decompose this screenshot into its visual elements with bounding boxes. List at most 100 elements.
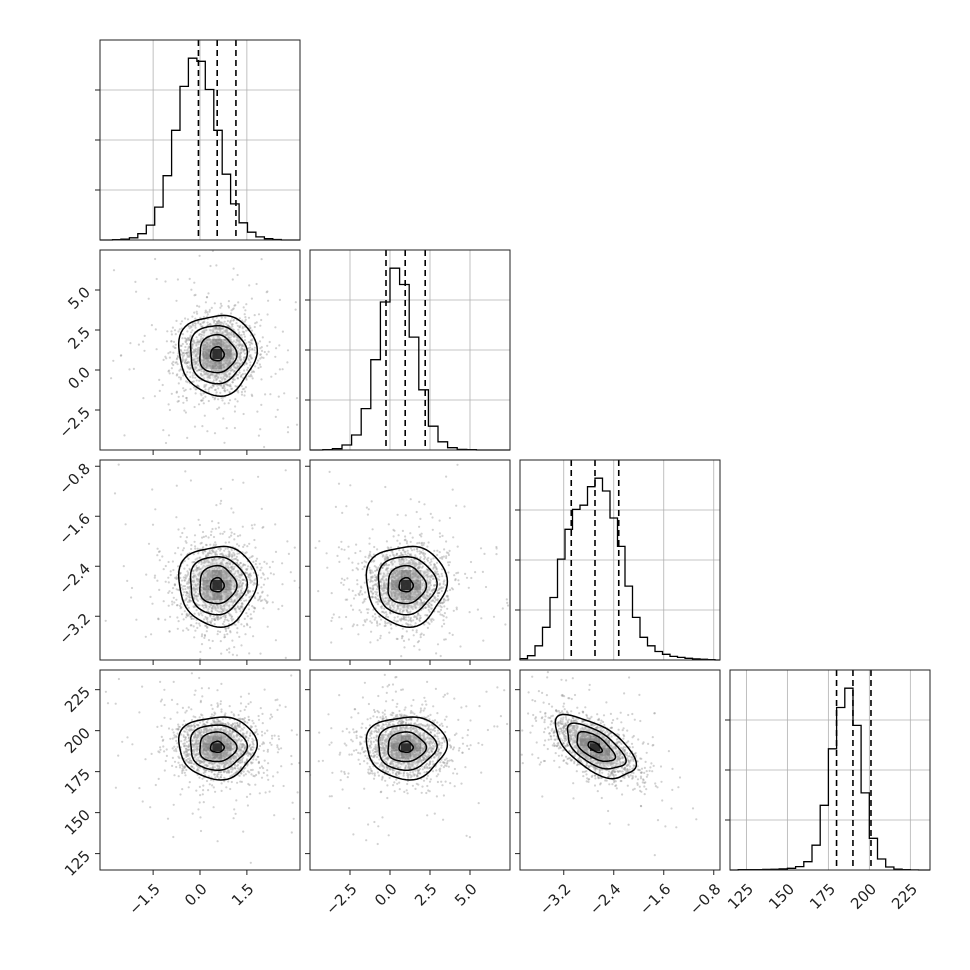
scatter-point — [199, 323, 202, 326]
scatter-point — [243, 352, 246, 355]
scatter-point — [193, 341, 196, 345]
scatter-point — [156, 554, 159, 557]
scatter-point — [196, 312, 199, 315]
scatter-point — [402, 617, 405, 620]
scatter-point — [233, 369, 236, 372]
scatter-point — [407, 604, 410, 607]
scatter-point — [243, 617, 246, 621]
scatter-point — [411, 629, 414, 632]
scatter-point — [203, 596, 206, 600]
scatter-point — [415, 563, 418, 566]
scatter-point — [175, 516, 178, 519]
scatter-point — [411, 595, 414, 599]
scatter-point — [217, 387, 220, 390]
scatter-point — [253, 579, 256, 582]
scatter-point — [254, 577, 257, 580]
scatter-point — [410, 558, 413, 561]
scatter-point — [247, 565, 250, 568]
scatter-point — [183, 579, 186, 582]
scatter-point — [225, 591, 228, 594]
scatter-point — [258, 597, 261, 601]
scatter-point — [208, 596, 211, 599]
scatter-point — [120, 354, 123, 357]
scatter-point — [213, 605, 217, 608]
scatter-point — [226, 359, 229, 362]
scatter-point — [232, 328, 235, 331]
scatter-point — [190, 547, 193, 551]
scatter-point — [229, 333, 232, 336]
scatter-point — [210, 340, 213, 343]
scatter-point — [383, 584, 386, 587]
scatter-point — [396, 592, 399, 596]
scatter-point — [195, 344, 198, 347]
scatter-point — [206, 364, 209, 368]
scatter-point — [227, 554, 231, 558]
scatter-point — [382, 589, 385, 592]
scatter-point — [233, 607, 236, 610]
scatter-point — [203, 358, 206, 362]
scatter-point — [398, 571, 401, 575]
scatter-point — [398, 576, 401, 579]
scatter-point — [221, 331, 224, 334]
scatter-point — [186, 614, 189, 617]
scatter-point — [382, 586, 386, 590]
scatter-point — [239, 574, 242, 577]
scatter-point — [187, 339, 191, 342]
scatter-point — [219, 312, 223, 316]
scatter-point — [213, 327, 216, 330]
scatter-point — [208, 322, 212, 325]
scatter-point — [409, 563, 412, 566]
scatter-point — [229, 369, 233, 372]
scatter-point — [286, 426, 290, 429]
scatter-point — [183, 349, 186, 352]
scatter-point — [234, 362, 238, 365]
scatter-point — [374, 596, 377, 599]
scatter-point — [251, 377, 254, 380]
scatter-point — [199, 339, 202, 343]
scatter-point — [240, 585, 243, 588]
scatter-point — [192, 576, 195, 579]
density-cell — [222, 560, 232, 570]
scatter-point — [185, 352, 188, 355]
scatter-point — [203, 577, 206, 580]
scatter-point — [225, 627, 228, 630]
scatter-point — [259, 595, 262, 598]
scatter-point — [447, 571, 450, 574]
scatter-point — [418, 500, 421, 503]
scatter-point — [249, 626, 252, 629]
scatter-point — [278, 298, 281, 301]
scatter-point — [436, 589, 439, 592]
scatter-point — [405, 540, 408, 543]
scatter-point — [236, 592, 239, 596]
scatter-point — [185, 627, 188, 630]
scatter-point — [177, 382, 180, 385]
scatter-point — [247, 589, 250, 592]
scatter-point — [224, 316, 227, 319]
scatter-point — [216, 320, 219, 323]
scatter-point — [214, 527, 217, 530]
scatter-point — [224, 572, 227, 575]
scatter-point — [252, 571, 256, 575]
scatter-point — [221, 332, 224, 335]
scatter-point — [424, 606, 427, 609]
scatter-point — [233, 378, 236, 381]
scatter-point — [445, 551, 448, 554]
scatter-point — [383, 600, 386, 603]
scatter-point — [149, 595, 152, 599]
scatter-point — [200, 394, 203, 397]
scatter-point — [248, 576, 251, 579]
scatter-point — [232, 585, 235, 588]
scatter-point — [200, 563, 203, 566]
scatter-point — [182, 588, 185, 591]
scatter-point — [244, 563, 247, 567]
scatter-point — [209, 620, 212, 623]
scatter-point — [231, 325, 234, 328]
scatter-point — [233, 426, 236, 430]
scatter-point — [216, 320, 219, 323]
scatter-point — [187, 606, 190, 609]
scatter-point — [287, 552, 290, 556]
scatter-point — [186, 581, 189, 584]
density-cell — [222, 600, 232, 610]
scatter-point — [224, 616, 227, 619]
scatter-point — [445, 595, 448, 598]
